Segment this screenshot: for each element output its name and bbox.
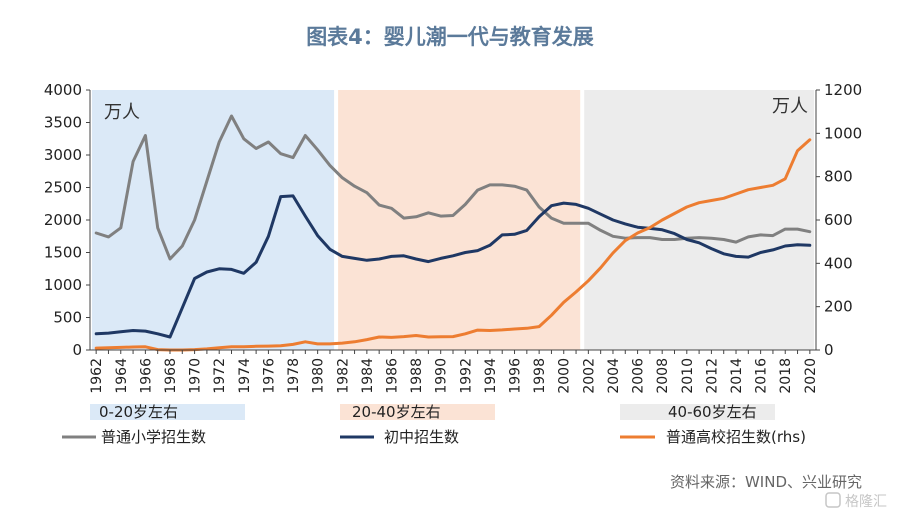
band-2	[584, 90, 814, 350]
series-line-1	[94, 194, 812, 339]
x-tick-label: 1972	[212, 358, 228, 394]
x-tick-label: 2010	[680, 358, 696, 394]
legend-label-band-40-60: 40-60岁左右	[668, 403, 757, 421]
x-tick-label: 1996	[508, 358, 524, 394]
x-tick-label: 1992	[458, 358, 474, 394]
legend: 0-20岁左右 20-40岁左右 40-60岁左右 普通小学招生数 初中招生数 …	[62, 403, 806, 446]
series-lines	[94, 114, 812, 352]
x-tick-label: 1964	[114, 358, 130, 394]
x-tick-label: 2014	[729, 358, 745, 394]
x-tick-label: 1966	[138, 358, 154, 394]
x-tick-label: 1970	[188, 358, 204, 394]
legend-swatch-band-40-60	[620, 404, 775, 420]
x-tick-label: 1974	[237, 358, 253, 394]
x-tick-label: 1980	[311, 358, 327, 394]
axes: 0 500 1000 1500 2000 2500 3000 3500 4000 0 200 400 6…	[44, 81, 862, 394]
watermark-logo-icon	[825, 492, 841, 508]
x-tick-label: 2020	[803, 358, 819, 394]
x-tick-label: 1984	[360, 358, 376, 394]
source-note: 资料来源：WIND、兴业研究	[670, 473, 862, 491]
left-tick-label: 2000	[44, 211, 82, 229]
x-tick-label: 2018	[778, 358, 794, 394]
right-tick-label: 400	[824, 254, 853, 272]
right-tick-label: 600	[824, 211, 853, 229]
right-axis-unit: 万人	[772, 96, 808, 117]
series-line-0	[94, 114, 812, 261]
left-tick-label: 0	[72, 341, 82, 359]
left-tick-label: 3500	[44, 114, 82, 132]
legend-swatch-band-0-20	[90, 404, 245, 420]
band-0	[92, 90, 335, 350]
right-tick-label: 1200	[824, 81, 862, 99]
x-tick-label: 2008	[655, 358, 671, 394]
right-tick-label: 800	[824, 168, 853, 186]
x-tick-label: 2004	[606, 358, 622, 394]
right-tick-label: 0	[824, 341, 834, 359]
left-tick-label: 4000	[44, 81, 82, 99]
x-tick-label: 1990	[434, 358, 450, 394]
right-tick-label: 200	[824, 298, 853, 316]
legend-label-band-20-40: 20-40岁左右	[352, 403, 441, 421]
x-tick-label: 2012	[704, 358, 720, 394]
left-tick-label: 3000	[44, 146, 82, 164]
left-tick-label: 1000	[44, 276, 82, 294]
x-tick-label: 2016	[754, 358, 770, 394]
left-tick-label: 2500	[44, 179, 82, 197]
x-tick-label: 1968	[163, 358, 179, 394]
left-axis-unit: 万人	[104, 102, 140, 123]
x-tick-label: 2000	[557, 358, 573, 394]
x-tick-label: 1998	[532, 358, 548, 394]
x-tick-label: 1962	[89, 358, 105, 394]
x-tick-label: 1994	[483, 358, 499, 394]
left-tick-label: 1500	[44, 244, 82, 262]
legend-label-college: 普通高校招生数(rhs)	[666, 428, 806, 446]
x-tick-label: 1976	[261, 358, 277, 394]
x-tick-label: 1988	[409, 358, 425, 394]
legend-label-primary: 普通小学招生数	[101, 428, 206, 446]
legend-swatch-band-20-40	[340, 404, 495, 420]
legend-label-junior: 初中招生数	[384, 428, 459, 446]
x-tick-label: 1978	[286, 358, 302, 394]
right-tick-label: 1000	[824, 124, 862, 142]
period-bands	[92, 90, 814, 350]
chart-title: 图表4：婴儿潮一代与教育发展	[306, 25, 594, 49]
left-tick-label: 500	[53, 309, 82, 327]
watermark-text: 格隆汇	[845, 494, 887, 510]
x-tick-label: 2002	[581, 358, 597, 394]
legend-label-band-0-20: 0-20岁左右	[99, 403, 178, 421]
x-tick-label: 1986	[384, 358, 400, 394]
x-tick-label: 1982	[335, 358, 351, 394]
series-line-2	[94, 138, 812, 352]
band-1	[338, 90, 581, 350]
x-tick-label: 2006	[631, 358, 647, 394]
watermark: 格隆汇	[825, 492, 887, 510]
